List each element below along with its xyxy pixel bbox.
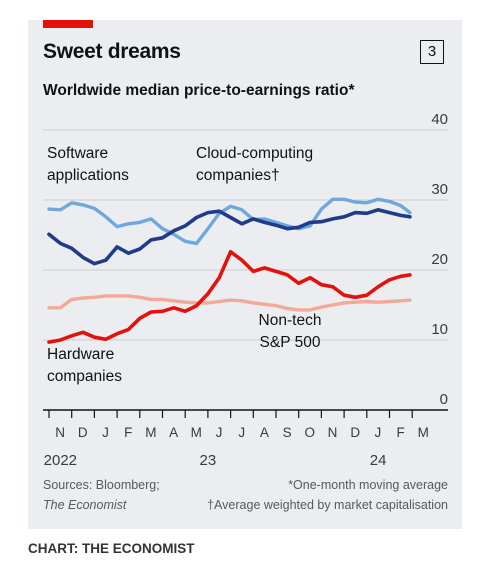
series-label-hardware: companies — [47, 368, 122, 385]
series-line-software — [47, 197, 412, 246]
x-tick-label: J — [102, 425, 109, 440]
x-tick-label: F — [396, 425, 405, 440]
series-line-hardware — [47, 250, 412, 344]
y-tick-label: 30 — [431, 181, 448, 198]
x-tick-label: D — [78, 425, 88, 440]
series-label-software: applications — [47, 167, 129, 184]
series-label-nontech: S&P 500 — [260, 334, 321, 351]
y-tick-label: 20 — [431, 251, 448, 268]
x-tick-label: D — [350, 425, 360, 440]
series-label-nontech: Non-tech — [259, 312, 322, 329]
x-tick-label: O — [305, 425, 316, 440]
x-tick-label: F — [124, 425, 133, 440]
x-year-label: 24 — [370, 452, 387, 469]
series-line-nontech — [47, 294, 412, 312]
x-tick-label: S — [283, 425, 293, 440]
footnote-moving-average: *One-month moving average — [288, 478, 448, 492]
chart-panel — [28, 20, 462, 529]
footnote-weighted-average: †Average weighted by market capitalisati… — [207, 498, 448, 512]
x-year-label: 2022 — [44, 452, 77, 469]
red-accent-tab — [43, 20, 93, 28]
x-tick-label: A — [260, 425, 270, 440]
series-label-hardware: Hardware — [47, 346, 114, 363]
sources-line-1: Sources: Bloomberg; — [43, 478, 160, 492]
chart-credit: CHART: THE ECONOMIST — [28, 541, 195, 556]
y-tick-label: 0 — [440, 391, 448, 408]
chart-number-badge: 3 — [420, 40, 444, 64]
x-tick-label: J — [375, 425, 382, 440]
x-tick-label: J — [216, 425, 223, 440]
x-year-label: 23 — [200, 452, 217, 469]
x-tick-label: M — [418, 425, 430, 440]
series-label-cloud: companies† — [196, 167, 280, 184]
x-tick-label: M — [191, 425, 203, 440]
x-tick-label: M — [145, 425, 157, 440]
series-label-software: Software — [47, 145, 108, 162]
sources-line-2: The Economist — [43, 498, 127, 512]
chart-title: Sweet dreams — [43, 40, 181, 63]
y-tick-label: 40 — [431, 111, 448, 128]
x-tick-label: J — [238, 425, 245, 440]
y-tick-label: 10 — [431, 321, 448, 338]
x-tick-label: N — [328, 425, 338, 440]
x-tick-label: A — [169, 425, 179, 440]
x-tick-label: N — [55, 425, 65, 440]
chart-subtitle: Worldwide median price-to-earnings ratio… — [43, 82, 355, 99]
series-label-cloud: Cloud-computing — [196, 145, 313, 162]
series-line-cloud — [47, 208, 412, 266]
